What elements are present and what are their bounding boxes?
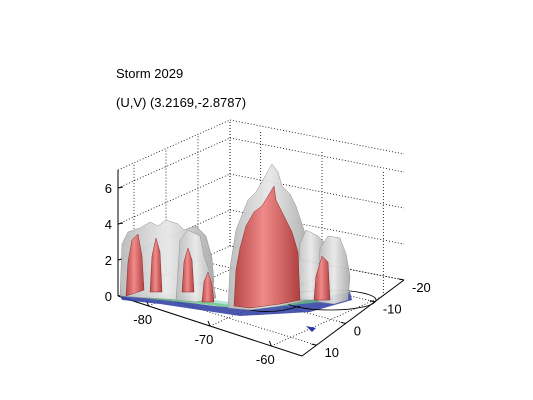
x-tick-mark xyxy=(268,340,272,347)
inner-isosurface xyxy=(125,185,331,309)
grid-line-z xyxy=(229,209,405,245)
box-edge xyxy=(229,119,405,155)
x-tick-mark xyxy=(207,320,211,327)
z-tick-label: 6 xyxy=(105,181,112,196)
z-tick-mark xyxy=(117,186,124,189)
grid-line-z xyxy=(117,209,231,261)
y-tick-label: 10 xyxy=(325,345,339,360)
x-tick-label: -80 xyxy=(133,312,152,327)
grid-line-z xyxy=(229,137,405,173)
grid-line-z xyxy=(117,137,231,189)
x-tick-label: -60 xyxy=(256,352,275,367)
z-tick-label: 2 xyxy=(105,253,112,268)
grid-line-z xyxy=(229,173,405,209)
y-axis-line xyxy=(301,279,405,357)
axis-ticks: 0 2 4 6 -80 -70 -60 10 0 -10 -20 xyxy=(105,181,431,367)
x-tick-label: -70 xyxy=(195,332,214,347)
box-edge xyxy=(117,119,231,171)
z-tick-mark xyxy=(117,222,124,225)
y-tick-mark xyxy=(311,343,317,346)
grid-line-z xyxy=(117,173,231,225)
y-tick-mark xyxy=(398,278,405,281)
grid-line-z xyxy=(117,245,231,297)
y-tick-label: -20 xyxy=(412,280,431,295)
chart-subtitle: (U,V) (3.2169,-2.8787) xyxy=(116,95,247,110)
y-tick-label: 0 xyxy=(354,323,361,338)
grid-line-x xyxy=(271,295,384,347)
chart-title: Storm 2029 xyxy=(116,66,184,81)
grid-line-z xyxy=(229,245,405,281)
z-tick-label: 4 xyxy=(105,217,112,232)
y-tick-label: -10 xyxy=(383,302,402,317)
y-tick-mark xyxy=(340,321,346,324)
y-tick-mark xyxy=(369,300,375,303)
z-tick-label: 0 xyxy=(105,289,112,304)
